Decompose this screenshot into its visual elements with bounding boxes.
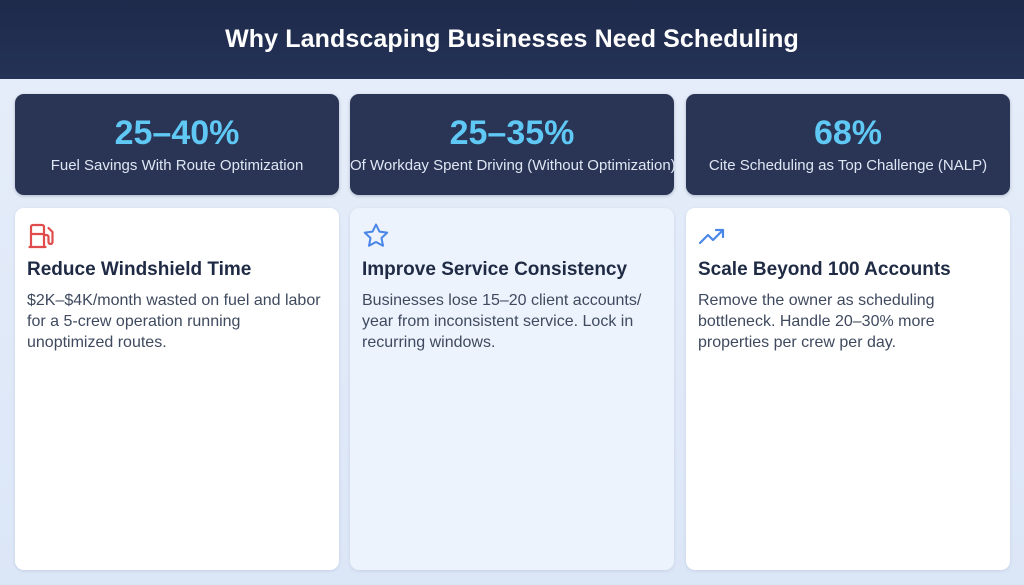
star-icon — [363, 223, 389, 247]
benefit-card-windshield-time: Reduce Windshield Time $2K–$4K/month was… — [15, 208, 339, 570]
card-description: Businesses lose 15–20 client accounts/ y… — [362, 292, 642, 351]
fuel-pump-icon — [28, 223, 54, 249]
stat-label: Cite Scheduling as Top Challenge (NALP) — [708, 157, 988, 174]
card-title: Reduce Windshield Time — [27, 259, 252, 280]
stat-label: Fuel Savings With Route Optimization — [50, 157, 304, 174]
stat-card-scheduling-challenge: 68% Cite Scheduling as Top Challenge (NA… — [686, 94, 1010, 195]
page-title: Why Landscaping Businesses Need Scheduli… — [225, 25, 799, 53]
stat-label: Of Workday Spent Driving (Without Optimi… — [350, 157, 676, 174]
stat-value: 25–40% — [114, 114, 240, 152]
stat-card-fuel-savings: 25–40% Fuel Savings With Route Optimizat… — [15, 94, 339, 195]
card-title: Improve Service Consistency — [362, 259, 628, 280]
benefit-card-service-consistency: Improve Service Consistency Businesses l… — [350, 208, 674, 570]
card-description: $2K–$4K/month wasted on fuel and labor f… — [27, 292, 321, 351]
stat-value: 68% — [813, 114, 883, 152]
benefit-card-scale-accounts: Scale Beyond 100 Accounts Remove the own… — [686, 208, 1010, 570]
card-description: Remove the owner as scheduling bottlenec… — [698, 292, 935, 351]
stat-value: 25–35% — [449, 114, 575, 152]
card-title: Scale Beyond 100 Accounts — [698, 259, 951, 280]
trending-up-icon — [698, 228, 725, 245]
page-header: Why Landscaping Businesses Need Scheduli… — [0, 0, 1024, 79]
stat-card-driving-time: 25–35% Of Workday Spent Driving (Without… — [350, 94, 676, 195]
